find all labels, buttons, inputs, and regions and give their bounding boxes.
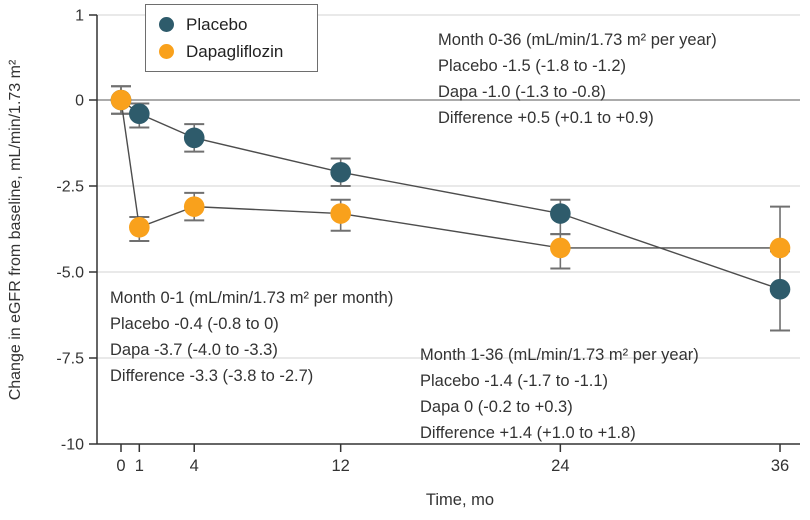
- dapagliflozin-marker-icon: [159, 44, 174, 59]
- data-point-dapagliflozin: [110, 89, 132, 111]
- x-tick-label: 24: [551, 457, 569, 475]
- annotation-line: Placebo -0.4 (-0.8 to 0): [110, 315, 279, 333]
- y-tick-label: -5.0: [56, 265, 84, 282]
- annotation-line: Placebo -1.5 (-1.8 to -1.2): [438, 57, 627, 75]
- data-point-dapagliflozin: [129, 216, 150, 238]
- annotation-line: Dapa -3.7 (-4.0 to -3.3): [110, 341, 278, 359]
- x-axis-title: Time, mo: [425, 491, 495, 509]
- legend: Placebo Dapagliflozin: [145, 4, 318, 72]
- legend-label-placebo: Placebo: [186, 14, 248, 34]
- annotation-line: Month 0-1 (mL/min/1.73 m² per month): [110, 289, 394, 307]
- data-point-dapagliflozin: [550, 237, 571, 259]
- legend-label-dapagliflozin: Dapagliflozin: [186, 41, 284, 61]
- annotation-line: Difference +1.4 (+1.0 to +1.8): [420, 424, 636, 442]
- data-point-dapagliflozin: [183, 196, 205, 217]
- annotation-line: Difference +0.5 (+0.1 to +0.9): [438, 109, 654, 127]
- annotation-line: Month 1-36 (mL/min/1.73 m² per year): [420, 346, 699, 364]
- annotation-line: Placebo -1.4 (-1.7 to -1.1): [420, 372, 609, 390]
- data-point-dapagliflozin: [330, 203, 351, 224]
- y-tick-label: -7.5: [56, 351, 84, 368]
- series-line-dapagliflozin: [120, 99, 781, 249]
- data-point-placebo: [129, 103, 150, 125]
- y-axis-title: Change in eGFR from baseline, mL/min/1.7…: [7, 59, 24, 401]
- data-point-placebo: [550, 203, 571, 224]
- y-tick-label: -2.5: [56, 179, 84, 196]
- y-tick-label: 1: [75, 8, 84, 25]
- data-point-dapagliflozin: [769, 237, 791, 259]
- legend-entry-dapagliflozin: Dapagliflozin: [159, 42, 317, 62]
- data-point-placebo: [183, 127, 205, 149]
- x-tick-label: 4: [190, 457, 199, 475]
- annotation-month-1-36: Month 1-36 (mL/min/1.73 m² per year) Pla…: [420, 342, 699, 446]
- y-tick-label: -10: [61, 437, 84, 454]
- annotation-month-0-1: Month 0-1 (mL/min/1.73 m² per month) Pla…: [110, 285, 393, 389]
- x-tick-label: 12: [331, 457, 349, 475]
- legend-entry-placebo: Placebo: [159, 15, 317, 35]
- y-tick-label: 0: [75, 93, 84, 110]
- annotation-line: Month 0-36 (mL/min/1.73 m² per year): [438, 31, 717, 49]
- annotation-line: Difference -3.3 (-3.8 to -2.7): [110, 367, 314, 385]
- placebo-marker-icon: [159, 17, 174, 32]
- data-point-placebo: [769, 278, 791, 300]
- annotation-line: Dapa 0 (-0.2 to +0.3): [420, 398, 573, 416]
- x-tick-label: 0: [116, 457, 125, 475]
- annotation-month-0-36: Month 0-36 (mL/min/1.73 m² per year) Pla…: [438, 27, 717, 131]
- x-tick-label: 1: [135, 457, 144, 475]
- x-tick-label: 36: [771, 457, 789, 475]
- data-point-placebo: [330, 161, 351, 183]
- annotation-line: Dapa -1.0 (-1.3 to -0.8): [438, 83, 606, 101]
